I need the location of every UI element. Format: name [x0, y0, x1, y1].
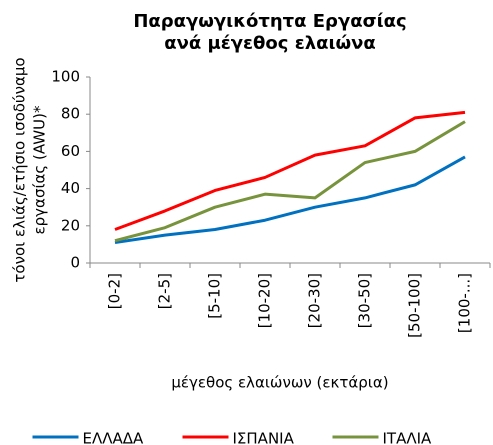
chart-title: Παραγωγικότητα Εργασίας — [133, 11, 406, 32]
series-line — [114, 120, 466, 243]
legend-label: ΙΤΑΛΙΑ — [383, 430, 433, 445]
x-tick-label: [5-10] — [206, 273, 224, 319]
series-line — [114, 110, 466, 231]
y-tick-label: 100 — [51, 68, 80, 86]
y-tick-label: 80 — [61, 105, 80, 123]
legend-label: ΕΛΛΑΔΑ — [83, 430, 145, 445]
x-tick-label: [2-5] — [156, 273, 174, 309]
legend-label: ΙΣΠΑΝΙΑ — [233, 430, 295, 445]
y-tick-label: 0 — [70, 254, 80, 272]
x-tick-label: [0-2] — [106, 273, 124, 309]
x-tick-label: [100-...] — [456, 273, 474, 333]
x-tick-label: [20-30] — [306, 273, 324, 328]
series-line — [114, 155, 466, 245]
x-tick-label: [10-20] — [256, 273, 274, 328]
x-axis-label: μέγεθος ελαιώνων (εκτάρια) — [171, 374, 388, 392]
y-tick-label: 40 — [61, 179, 80, 197]
chart-title: ανά μέγεθος ελαιώνα — [164, 33, 376, 54]
x-tick-label: [30-50] — [356, 273, 374, 328]
y-tick-label: 20 — [61, 216, 80, 234]
y-axis-label: τόνοι ελιάς/ετήσιο ισοδύναμο — [11, 57, 29, 282]
x-tick-label: [50-100] — [406, 273, 424, 338]
y-tick-label: 60 — [61, 142, 80, 160]
y-axis-label: εργασίας (AWU)* — [31, 105, 49, 234]
